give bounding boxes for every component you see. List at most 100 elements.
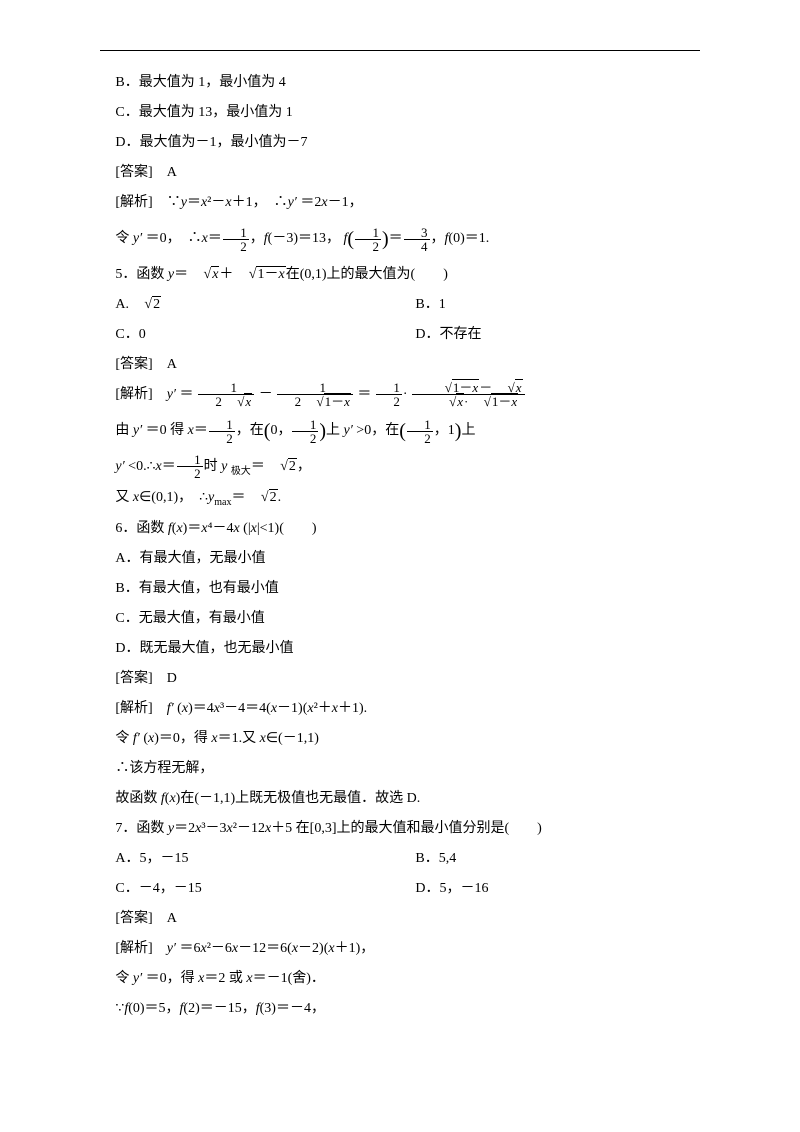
q6-option-a: A．有最大值，无最小值 [100,545,700,573]
frac-arg: 12 [355,226,381,253]
t: )＝4 [188,701,214,716]
t5: ＋1)， [335,941,375,956]
d: 2 [376,394,402,408]
d: 2 [209,431,235,445]
t3: ＝ [208,231,222,246]
q6-analysis-4: 故函数 f(x)在(－1,1)上既无极值也无最值．故选 D. [100,785,700,813]
q4-option-d: D．最大值为－1，最小值为－7 [100,129,700,157]
q5-option-d: D．不存在 [400,321,700,349]
rad: 1－x [256,266,285,282]
frac-half: 12 [223,226,249,253]
yp: y′ [115,459,124,474]
eq: ＝ [174,267,188,282]
sqrt-icon: x [222,395,252,408]
den: 2 [223,239,249,253]
eq: ＝ [162,459,176,474]
q6-option-b: B．有最大值，也有最小值 [100,575,700,603]
n: 1 [376,381,402,394]
q5-stem: 5．函数 y＝x＋1－x在(0,1)上的最大值为( ) [100,261,700,289]
r: 1－x [491,393,518,409]
d: 2 [177,466,203,480]
sqrt2-icon: 2 [129,291,161,319]
n: 1 [177,453,203,466]
t4: ²＋ [314,701,332,716]
t5: (－3)＝13， [268,231,340,246]
eq2: ＝ [357,387,371,402]
yp2: y′ [344,423,353,438]
t: <0.∴ [125,459,156,474]
d: 2 [292,431,318,445]
den: 4 [404,239,430,253]
t2: ＝0，得 [142,971,198,986]
t2: )在(－1,1)上既无极值也无最值．故选 D. [176,791,421,806]
dot: · [403,387,408,402]
t2: )＝ [183,521,202,536]
t2: (0)＝5， [128,1001,179,1016]
half: 12 [209,418,235,445]
t: ²－ [207,195,225,210]
den: 2 [355,239,381,253]
sqrt-x-icon: x [188,261,219,289]
on: 上 [326,423,344,438]
d: 2 [407,431,433,445]
frac-d3: 12 [376,381,402,408]
frac-d4: 1－x－x x·1－x [412,381,525,408]
t3: ＝2 或 [204,971,246,986]
x: x [511,394,517,409]
lp: ( [140,731,148,746]
gt0: >0，在 [353,423,399,438]
t: ＝6 [176,941,201,956]
num: 1 [223,226,249,239]
r: 2 [288,458,297,474]
t2: ³－4＝4( [220,701,271,716]
sqrt-1mx-icon: 1－x [233,261,285,289]
max: max [214,497,231,508]
q5-answer: [答案] A [100,351,700,379]
sqrt-icon: 1－x [301,395,351,408]
t4: ∈(－1,1) [266,731,319,746]
int1a: 0， [270,423,291,438]
t2: ＝2 [174,821,195,836]
q5-options-cd: C．0 D．不存在 [100,321,700,349]
t: 故函数 [115,791,161,806]
x: x [344,394,350,409]
yp: y′ [167,941,176,956]
num: 3 [404,226,430,239]
lp2-icon: ( [399,420,406,442]
r: 1－x [324,393,351,409]
plus: ＋ [219,267,233,282]
t: 由 [115,423,133,438]
t4: (| [240,521,251,536]
t3: －1)( [277,701,307,716]
lp: ( [174,701,182,716]
label: [解析] ∵ [115,195,180,210]
q7-analysis-1: [解析] y′ ＝6x²－6x－12＝6(x－2)(x＋1)， [100,935,700,963]
d: 2x [198,394,254,408]
t4: ＝－1(舍)． [253,971,325,986]
rp-icon: ) [319,420,326,442]
t2: ∈(0,1)， ∴ [139,490,208,505]
t: 令 [115,731,133,746]
t: 6．函数 [115,521,168,536]
q5-analysis-2: 由 y′ ＝0 得 x＝12，在(0，12)上 y′ >0，在(12，1)上 [100,411,700,451]
r: 2 [269,489,278,505]
q5-analysis-3: y′ <0.∴x＝12时 y 极大＝2， [100,453,700,482]
lab: [解析] [115,941,166,956]
num: 1 [355,226,381,239]
t3: －12＝6( [238,941,292,956]
t4: ²－12 [233,821,265,836]
t: 又 [115,490,133,505]
t2: ²－6 [207,941,232,956]
s1-icon: 1－x [429,381,479,394]
d: x·1－x [412,394,525,408]
sub: 极大 [231,466,251,477]
q5-option-b: B．1 [400,291,700,319]
t4: ，在 [236,423,264,438]
fp: f′ [167,701,174,716]
s3-icon: x [434,395,464,408]
t4: ， [250,231,264,246]
r: x [244,393,252,409]
q4-option-c: C．最大值为 13，最小值为 1 [100,99,700,127]
q7-stem: 7．函数 y＝2x³－3x²－12x＋5 在[0,3]上的最大值和最小值分别是(… [100,815,700,843]
yp: y′ [167,387,176,402]
